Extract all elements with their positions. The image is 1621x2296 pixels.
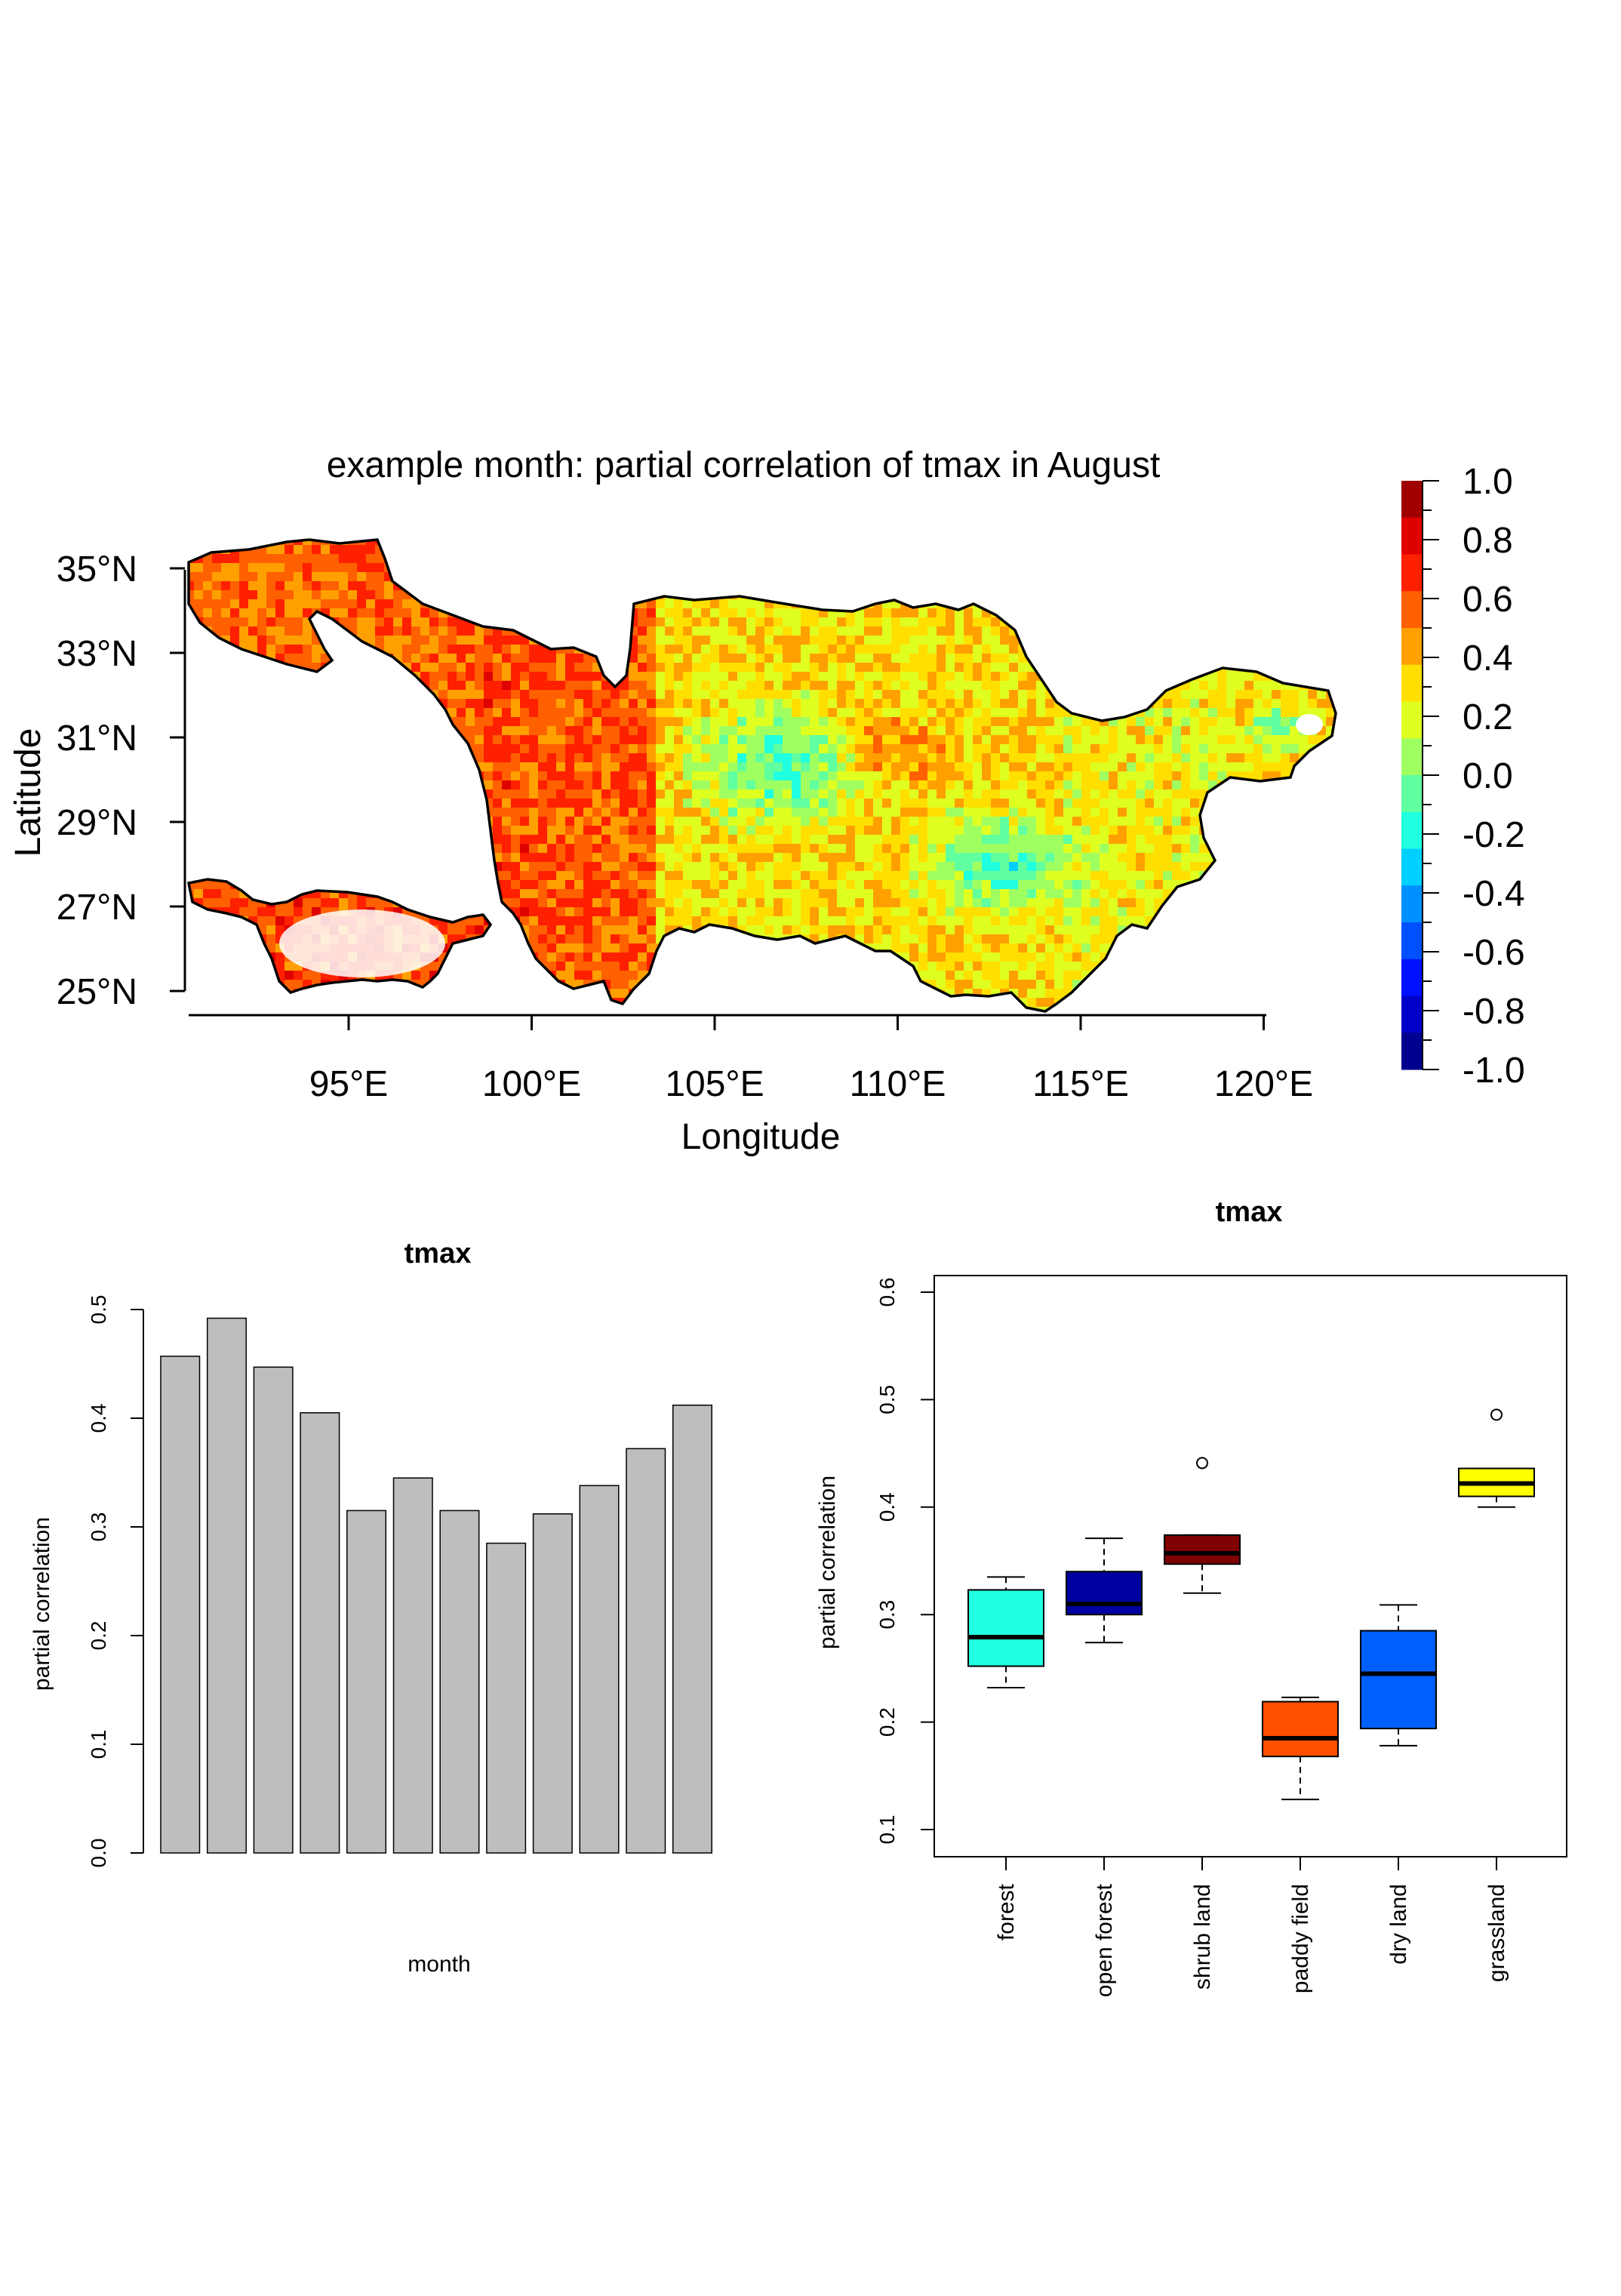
legend-tick-label: 0.6: [1463, 580, 1513, 620]
box-y-axis: 0.1 0.2 0.3 0.4 0.5 0.6: [875, 1278, 935, 1845]
box-plot-frame: [934, 1275, 1567, 1857]
box-grassland: grassland: [1458, 1408, 1535, 1982]
color-legend: 1.0 0.8 0.6 0.4 0.2 0.0 -0.2 -0.4 -0.6 -0.8 -1.0: [1401, 462, 1525, 1091]
map-title: example month: partial correlation of tm…: [327, 445, 1161, 485]
bar-x-axis-label: month: [408, 1952, 470, 1977]
box-x-tick-label: forest: [994, 1883, 1019, 1941]
box-y-axis-label: partial correlation: [815, 1476, 840, 1649]
legend-swatch: [1401, 701, 1423, 739]
box-x-tick-label: dry land: [1386, 1884, 1411, 1965]
bar-y-tick-label: 0.5: [87, 1295, 110, 1325]
legend-swatch: [1401, 996, 1423, 1033]
legend-tick-label: 0.4: [1463, 639, 1513, 679]
bar-y-tick-label: 0.0: [87, 1839, 110, 1868]
box-y-tick-label: 0.4: [875, 1492, 899, 1522]
bar-month-3: [253, 1366, 294, 1854]
legend-swatch: [1401, 922, 1423, 960]
bar-month-7: [439, 1510, 480, 1854]
bar-month-11: [626, 1448, 666, 1854]
map-x-tick-label: 100°E: [482, 1064, 581, 1104]
map-x-tick-label: 120°E: [1214, 1064, 1313, 1104]
map-x-axis-label: Longitude: [681, 1117, 841, 1157]
map-y-tick-label: 27°N: [57, 888, 137, 928]
legend-tick-label: -0.6: [1463, 933, 1525, 973]
legend-tick-label: -0.2: [1463, 815, 1525, 855]
bar-month-2: [206, 1317, 247, 1854]
map-axes: 95°E 100°E 105°E 110°E 115°E 120°E 25°N 27°N 29°…: [57, 549, 1313, 1104]
legend-swatch: [1401, 664, 1423, 702]
legend-swatch: [1401, 591, 1423, 629]
legend-tick-label: -1.0: [1463, 1051, 1525, 1091]
box-y-tick-label: 0.3: [875, 1600, 899, 1630]
box-forest: forest: [967, 1576, 1044, 1941]
map-x-tick-label: 95°E: [309, 1064, 389, 1104]
map-y-tick-label: 29°N: [57, 803, 137, 843]
box-title: tmax: [1216, 1196, 1283, 1228]
legend-swatch: [1401, 811, 1423, 849]
box-dry-land: dry land: [1360, 1604, 1437, 1965]
legend-tick-label: -0.8: [1463, 992, 1525, 1032]
bar-panel: tmax 0.0 0.1 0.2 0.3 0.4 0.5 month partial co…: [29, 1238, 712, 1977]
map-x-tick-label: 115°E: [1032, 1064, 1129, 1104]
box-shrub-land: shrub land: [1164, 1457, 1241, 1990]
legend-tick-label: 0.2: [1463, 697, 1513, 737]
legend-tick-label: 0.8: [1463, 521, 1513, 561]
box-y-tick-label: 0.1: [875, 1815, 899, 1845]
box-panel: tmax 0.1 0.2 0.3 0.4 0.5 0.6 forest open fores…: [815, 1196, 1567, 1997]
bar-month-10: [579, 1485, 620, 1854]
bar-y-tick-label: 0.2: [87, 1621, 110, 1651]
missing-data-patch: [279, 714, 1323, 977]
box-paddy-field: paddy field: [1262, 1696, 1339, 1993]
bar-month-1: [160, 1356, 201, 1854]
bar-y-axis-label: partial correlation: [29, 1517, 54, 1691]
legend-swatch: [1401, 481, 1423, 519]
legend-swatch: [1401, 554, 1423, 592]
map-y-tick-label: 35°N: [57, 549, 137, 589]
map-y-tick-label: 31°N: [57, 719, 137, 759]
bar-title: tmax: [404, 1238, 472, 1270]
bar-y-tick-label: 0.3: [87, 1513, 110, 1542]
box-y-tick-label: 0.5: [875, 1385, 899, 1414]
map-x-tick-label: 110°E: [850, 1064, 946, 1104]
bar-month-12: [672, 1404, 712, 1854]
box-outlier: [1490, 1408, 1503, 1421]
map-y-axis-label: Latitude: [8, 728, 48, 857]
box-outlier: [1196, 1457, 1208, 1470]
bar-month-8: [486, 1542, 527, 1854]
box-x-tick-label: shrub land: [1190, 1884, 1215, 1990]
bar-y-tick-label: 0.1: [87, 1730, 110, 1759]
box-x-tick-label: open forest: [1092, 1883, 1117, 1997]
box-x-tick-label: paddy field: [1288, 1884, 1313, 1993]
bar-y-tick-label: 0.4: [87, 1404, 110, 1433]
box-y-tick-label: 0.2: [875, 1707, 899, 1737]
box-series: forest open forest shrub land paddy field dr…: [967, 1408, 1535, 1997]
legend-swatch: [1401, 1033, 1423, 1070]
bar-y-axis: 0.0 0.1 0.2 0.3 0.4 0.5: [87, 1295, 144, 1868]
bar-month-4: [300, 1412, 340, 1854]
legend-tick-label: 0.0: [1463, 756, 1513, 796]
basin-outline: [186, 538, 1337, 1013]
legend-swatch: [1401, 738, 1423, 776]
legend-swatch: [1401, 775, 1423, 813]
legend-swatch: [1401, 885, 1423, 923]
legend-swatch: [1401, 959, 1423, 996]
map-x-tick-label: 105°E: [665, 1064, 764, 1104]
bar-month-5: [346, 1510, 387, 1854]
bar-series: [160, 1317, 712, 1854]
legend-swatch: [1401, 628, 1423, 666]
box-x-tick-label: grassland: [1484, 1884, 1509, 1982]
map-y-tick-label: 25°N: [57, 972, 137, 1012]
box-y-tick-label: 0.6: [875, 1278, 899, 1307]
bar-month-9: [532, 1513, 573, 1854]
legend-tick-label: -0.4: [1463, 874, 1525, 914]
map-panel: example month: partial correlation of tm…: [8, 445, 1525, 1157]
legend-swatch: [1401, 517, 1423, 555]
box-open-forest: open forest: [1066, 1537, 1143, 1997]
legend-tick-label: 1.0: [1463, 462, 1513, 502]
bar-month-6: [392, 1477, 433, 1854]
legend-swatch: [1401, 848, 1423, 886]
map-y-tick-label: 33°N: [57, 634, 137, 674]
